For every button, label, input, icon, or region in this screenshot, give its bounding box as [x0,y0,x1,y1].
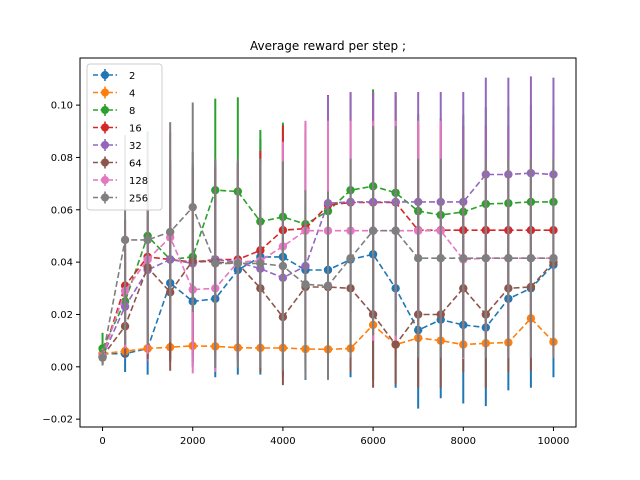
legend-label: 16 [129,124,142,135]
legend-marker [101,123,109,132]
data-point [504,254,513,263]
legend: 2 4 8 16 32 64 128 256 [86,63,163,211]
legend-label: 2 [129,71,135,82]
legend-entry-64: 64 [93,156,142,170]
y-tick-label: 0.02 [51,310,73,321]
legend-label: 64 [129,159,142,170]
data-point [143,235,152,245]
legend-entry-2: 2 [93,69,135,82]
y-tick-label: 0.06 [51,205,73,216]
legend-box [86,63,163,211]
axes-frame [79,57,577,428]
x-tick-label: 4000 [270,436,295,447]
y-tick-label: 0.10 [51,101,73,112]
data-point [165,227,175,237]
axes: 0 2000 4000 6000 8000 10000 −0.02 0.00 0.02 0.04 0… [42,57,577,447]
legend-entry-16: 16 [93,121,142,135]
x-tick-label: 6000 [360,436,385,447]
legend-marker [101,88,109,97]
series-line [101,172,554,357]
data-point [481,254,491,263]
data-point [391,340,400,349]
data-point [526,254,536,263]
series-256 [98,102,558,380]
y-tick-label: 0.04 [51,258,73,269]
x-tick-label: 10000 [538,436,570,447]
legend-label: 32 [129,141,142,152]
y-tick-label: 0.08 [51,153,73,164]
data-point [301,280,310,289]
chart-title: Average reward per step ; [250,39,406,53]
data-point [549,254,558,263]
legend-entry-256: 256 [93,191,148,205]
y-tick-label: −0.02 [42,415,73,426]
series-line [101,259,555,357]
data-point [413,254,423,263]
x-tick-label: 0 [99,436,105,447]
legend-label: 256 [129,194,148,205]
data-point [346,254,355,263]
data-point [278,261,288,271]
legend-marker [101,141,109,149]
data-point [120,235,130,245]
legend-entry-32: 32 [93,139,142,152]
legend-entry-4: 4 [93,86,135,100]
data-point [323,281,333,290]
data-point [233,259,243,268]
legend-marker [101,71,109,79]
legend-entry-8: 8 [93,104,135,117]
legend-marker [101,106,109,114]
legend-label: 4 [129,89,135,100]
legend-label: 8 [129,106,135,117]
legend-label: 128 [129,176,148,187]
x-tick-label: 2000 [180,436,205,447]
data-point [256,259,265,268]
data-point [391,226,400,235]
data-point [188,202,197,212]
data-point [211,259,220,268]
legend-marker [101,158,109,167]
data-point [368,226,378,235]
legend-entry-128: 128 [93,174,148,187]
data-point [459,254,468,263]
data-point [436,254,445,263]
x-tick-label: 8000 [451,436,476,447]
legend-marker [101,193,109,202]
y-tick-label: 0.00 [51,362,73,373]
legend-marker [101,176,109,184]
data-point [98,353,107,362]
